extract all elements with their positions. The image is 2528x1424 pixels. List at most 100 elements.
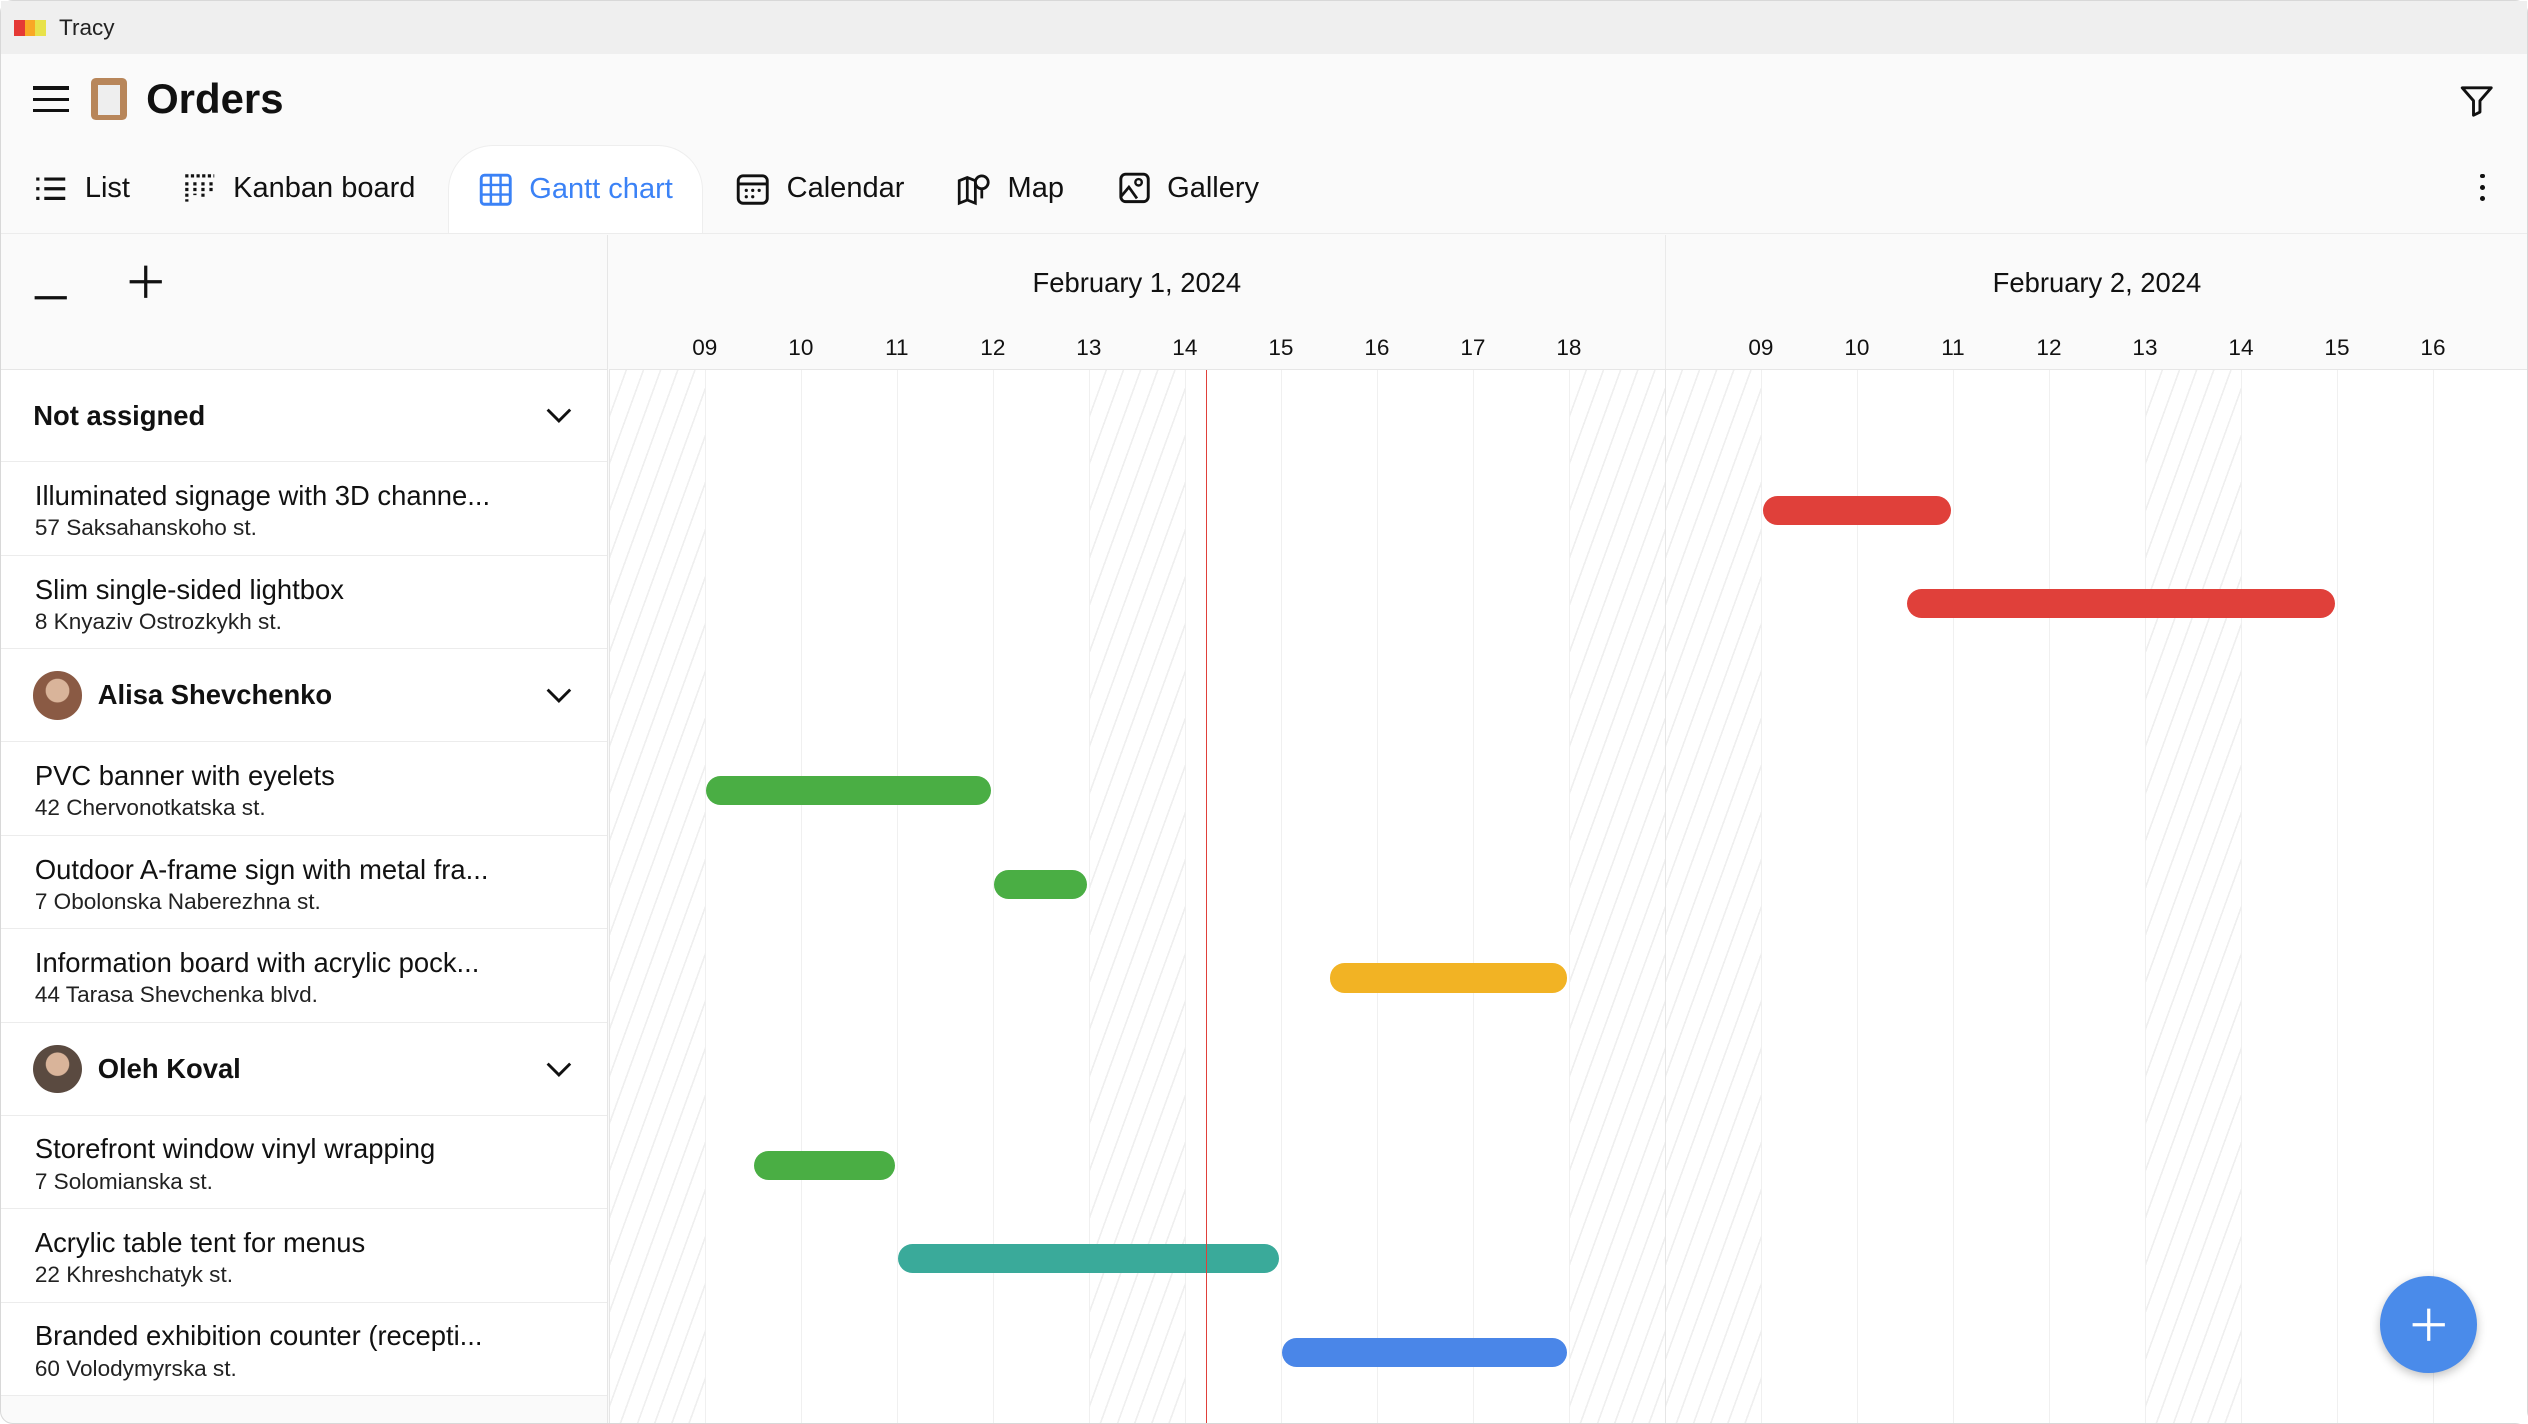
hour-column (2048, 370, 2145, 1423)
order-address: 42 Chervonotkatska st. (34, 795, 266, 821)
hour-column (1856, 370, 1953, 1423)
hour-column (896, 370, 993, 1423)
hour-label: 18 (1556, 334, 1582, 360)
tab-gantt-chart[interactable]: Gantt chart (447, 144, 703, 233)
hour-label: 13 (2132, 334, 2158, 360)
gallery-icon (1118, 172, 1150, 204)
timeline-header: February 1, 2024 09 10 11 12 13 14 15 16 17 18 Febr… (608, 234, 2527, 370)
hour-label: 12 (980, 334, 1006, 360)
order-title: PVC banner with eyelets (34, 760, 335, 792)
hour-label: 10 (788, 334, 814, 360)
order-address: 8 Knyaziv Ostrozkykh st. (34, 608, 282, 634)
order-title: Storefront window vinyl wrapping (34, 1133, 436, 1165)
order-title: Slim single-sided lightbox (34, 573, 344, 605)
avatar (33, 671, 82, 720)
add-order-button[interactable] (2380, 1275, 2478, 1373)
group-row[interactable]: Oleh Koval (1, 1022, 608, 1116)
gantt-grid (608, 370, 2528, 1423)
zoom-in-button[interactable] (128, 264, 163, 299)
day-divider (1664, 234, 1666, 369)
hour-label: 11 (1941, 334, 1965, 360)
chevron-down-icon[interactable] (546, 688, 572, 704)
order-row[interactable]: Branded exhibition counter (recepti... 60… (1, 1302, 608, 1397)
gantt-bar[interactable] (1282, 1337, 1568, 1367)
gantt-icon (479, 173, 512, 206)
hour-column (704, 370, 801, 1423)
order-row[interactable]: Slim single-sided lightbox 8 Knyaziv Ostr… (1, 555, 608, 650)
app-title: Tracy (59, 14, 115, 40)
more-options-icon[interactable] (2480, 173, 2486, 201)
group-name: Alisa Shevchenko (97, 679, 333, 711)
view-tabs: List Kanban board Gantt chart Calendar Map Ga… (1, 144, 2527, 235)
order-address: 60 Volodymyrska st. (34, 1355, 237, 1381)
hour-column (2432, 370, 2528, 1423)
tab-map[interactable]: Map (937, 145, 1084, 232)
calendar-icon (736, 174, 769, 205)
hour-label: 15 (1268, 334, 1294, 360)
hour-label: 15 (2324, 334, 2350, 360)
group-row[interactable]: Alisa Shevchenko (1, 649, 608, 743)
app-logo-icon (13, 19, 47, 36)
gantt-bar[interactable] (754, 1150, 896, 1180)
chevron-down-icon[interactable] (546, 408, 572, 424)
order-row[interactable]: Illuminated signage with 3D channe... 57 … (1, 462, 608, 556)
title-bar: Tracy (1, 1, 2527, 55)
hour-column (2240, 370, 2337, 1423)
current-time-line (1205, 370, 1207, 1423)
gantt-bar[interactable] (994, 869, 1088, 899)
tab-kanban-board[interactable]: Kanban board (162, 145, 435, 232)
order-row[interactable]: PVC banner with eyelets 42 Chervonotkatsk… (1, 742, 608, 836)
zoom-out-button[interactable] (33, 280, 68, 315)
tab-label: Gantt chart (529, 172, 673, 205)
gantt-bar[interactable] (898, 1244, 1280, 1274)
non-working-column (608, 370, 705, 1423)
plus-icon (2412, 1308, 2445, 1341)
hour-label: 09 (1748, 334, 1774, 360)
tab-label: Kanban board (233, 172, 416, 205)
tab-label: List (84, 172, 130, 205)
gantt-bar[interactable] (1330, 963, 1568, 993)
gantt-bar[interactable] (706, 776, 992, 806)
order-address: 22 Khreshchatyk st. (34, 1262, 233, 1288)
tab-calendar[interactable]: Calendar (716, 145, 924, 232)
order-row[interactable]: Outdoor A-frame sign with metal fra... 7 … (1, 835, 608, 930)
hour-label: 17 (1460, 334, 1486, 360)
header: Orders (1, 54, 2527, 144)
filter-icon[interactable] (2459, 83, 2494, 118)
kanban-icon (184, 174, 214, 202)
resource-panel: Not assigned Illuminated signage with 3D … (1, 234, 609, 1423)
order-row[interactable]: Information board with acrylic pock... 44… (1, 929, 608, 1023)
clipboard-icon (91, 78, 127, 121)
menu-icon[interactable] (33, 86, 69, 113)
hour-label: 14 (1172, 334, 1198, 360)
group-name: Not assigned (33, 399, 206, 431)
list-icon (36, 177, 66, 201)
hour-column (1472, 370, 1569, 1423)
zoom-controls (1, 235, 608, 370)
hour-column (800, 370, 897, 1423)
day-label: February 2, 2024 (1992, 267, 2202, 298)
order-address: 7 Solomianska st. (34, 1168, 213, 1194)
tab-list[interactable]: List (14, 145, 149, 232)
non-working-column (2144, 370, 2241, 1423)
order-row[interactable]: Storefront window vinyl wrapping 7 Solomi… (1, 1115, 608, 1210)
tab-gallery[interactable]: Gallery (1096, 145, 1278, 232)
chevron-down-icon[interactable] (546, 1062, 572, 1078)
hour-column (992, 370, 1089, 1423)
hour-label: 16 (1364, 334, 1390, 360)
hour-column (1760, 370, 1857, 1423)
hour-label: 10 (1844, 334, 1870, 360)
map-icon (957, 174, 990, 206)
page-title: Orders (146, 75, 284, 123)
order-row[interactable]: Acrylic table tent for menus 22 Khreshcha… (1, 1209, 608, 1303)
order-title: Acrylic table tent for menus (34, 1226, 366, 1258)
hour-column (2336, 370, 2433, 1423)
group-row[interactable]: Not assigned (1, 369, 608, 463)
non-working-column (1664, 370, 1761, 1423)
gantt-bar[interactable] (1762, 495, 1952, 525)
hour-label: 14 (2228, 334, 2254, 360)
order-title: Branded exhibition counter (recepti... (34, 1320, 483, 1352)
order-title: Information board with acrylic pock... (34, 947, 480, 979)
gantt-bar[interactable] (1906, 589, 2336, 619)
